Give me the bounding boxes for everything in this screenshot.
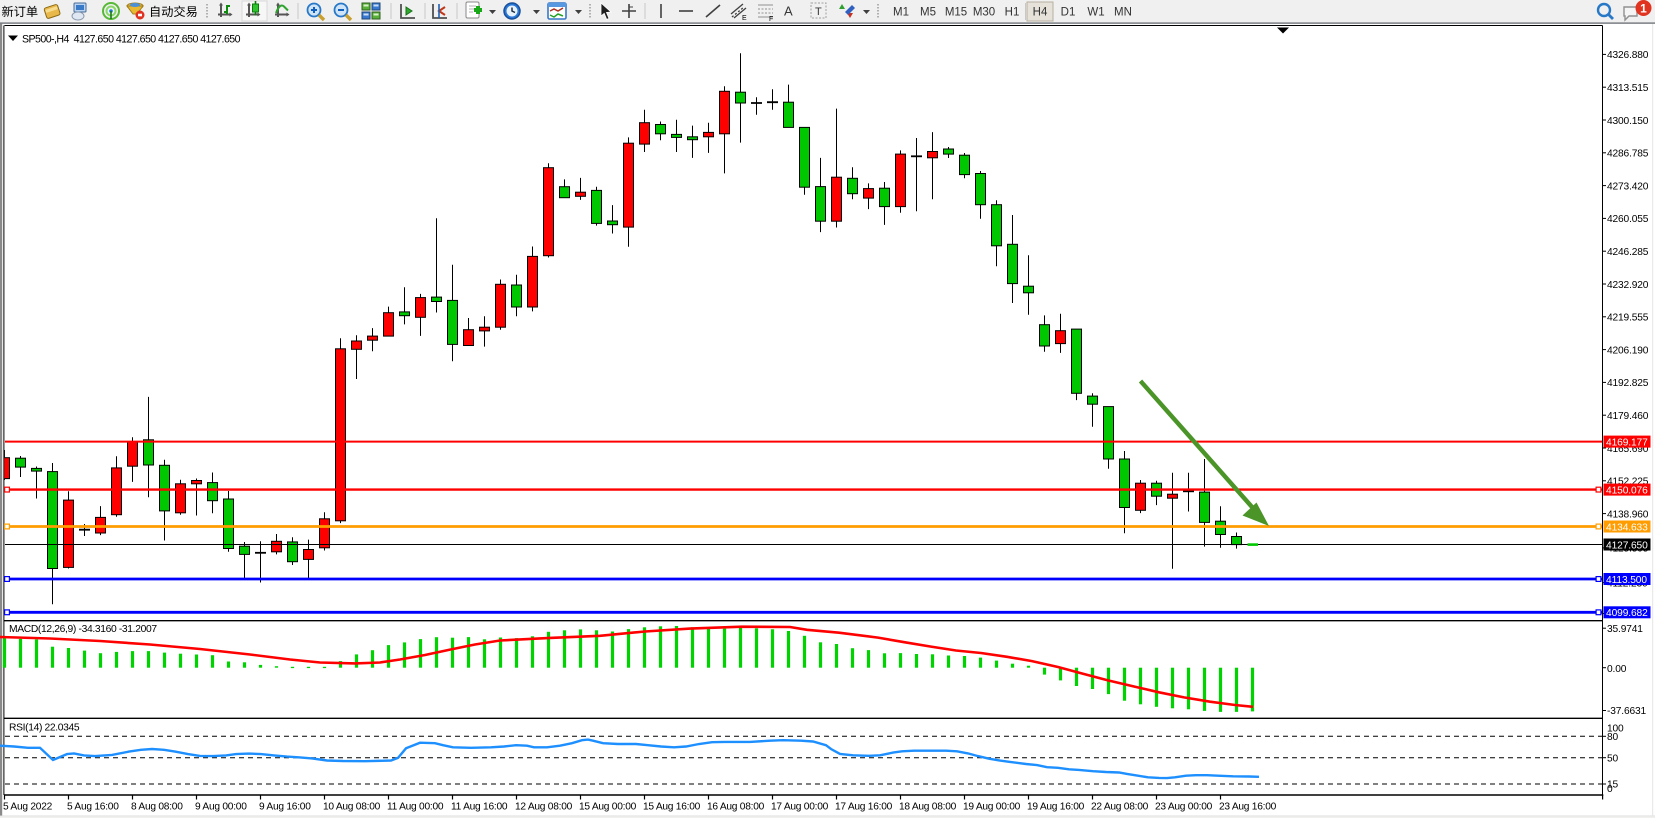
svg-text:4192.825: 4192.825: [1607, 378, 1649, 389]
svg-text:4150.076: 4150.076: [1606, 486, 1648, 497]
svg-text:4169.177: 4169.177: [1606, 438, 1648, 449]
svg-text:4326.880: 4326.880: [1607, 50, 1649, 61]
svg-text:M15: M15: [945, 7, 967, 19]
svg-text:8 Aug 08:00: 8 Aug 08:00: [131, 802, 183, 813]
svg-text:19 Aug 16:00: 19 Aug 16:00: [1027, 802, 1085, 813]
svg-text:11 Aug 00:00: 11 Aug 00:00: [387, 802, 444, 813]
svg-text:M5: M5: [920, 7, 936, 19]
svg-text:9 Aug 16:00: 9 Aug 16:00: [259, 802, 311, 813]
svg-text:19 Aug 00:00: 19 Aug 00:00: [963, 802, 1021, 813]
svg-text:W1: W1: [1087, 7, 1104, 19]
svg-text:4127.650: 4127.650: [1606, 540, 1648, 551]
svg-text:E: E: [742, 15, 747, 22]
svg-text:4099.682: 4099.682: [1606, 608, 1648, 619]
svg-text:50: 50: [1607, 753, 1619, 764]
svg-text:4273.420: 4273.420: [1607, 181, 1649, 192]
svg-text:-37.6631: -37.6631: [1607, 706, 1647, 717]
svg-text:4246.285: 4246.285: [1607, 247, 1649, 258]
svg-text:4260.055: 4260.055: [1607, 214, 1649, 225]
svg-text:4219.555: 4219.555: [1607, 313, 1649, 324]
svg-text:15: 15: [1607, 779, 1619, 790]
svg-text:23 Aug 00:00: 23 Aug 00:00: [1155, 802, 1213, 813]
svg-text:4179.460: 4179.460: [1607, 411, 1649, 422]
svg-text:1: 1: [1640, 2, 1647, 16]
svg-text:0: 0: [1607, 784, 1613, 795]
svg-text:4206.190: 4206.190: [1607, 345, 1649, 356]
svg-text:17 Aug 16:00: 17 Aug 16:00: [835, 802, 893, 813]
svg-text:4313.515: 4313.515: [1607, 83, 1649, 94]
svg-text:4286.785: 4286.785: [1607, 149, 1649, 160]
svg-text:F: F: [769, 16, 773, 23]
svg-text:4300.150: 4300.150: [1607, 116, 1649, 127]
svg-text:17 Aug 00:00: 17 Aug 00:00: [771, 802, 829, 813]
svg-text:T: T: [815, 6, 822, 18]
svg-text:11 Aug 16:00: 11 Aug 16:00: [451, 802, 508, 813]
svg-text:SP500-,H4 4127.650 4127.650 4: SP500-,H4 4127.650 4127.650 4127.650 412…: [22, 34, 241, 46]
svg-text:5 Aug 2022: 5 Aug 2022: [3, 802, 53, 813]
svg-text:15 Aug 16:00: 15 Aug 16:00: [643, 802, 701, 813]
svg-text:0.00: 0.00: [1607, 664, 1627, 675]
svg-text:18 Aug 08:00: 18 Aug 08:00: [899, 802, 957, 813]
svg-text:9 Aug 00:00: 9 Aug 00:00: [195, 802, 247, 813]
svg-text:35.9741: 35.9741: [1607, 624, 1643, 635]
svg-text:M1: M1: [893, 7, 909, 19]
svg-text:A: A: [784, 4, 793, 19]
svg-text:16 Aug 08:00: 16 Aug 08:00: [707, 802, 765, 813]
svg-text:4165.690: 4165.690: [1607, 444, 1649, 455]
svg-text:4138.960: 4138.960: [1607, 509, 1649, 520]
svg-text:4113.500: 4113.500: [1606, 575, 1647, 586]
svg-text:4152.225: 4152.225: [1607, 477, 1649, 488]
svg-text:15 Aug 00:00: 15 Aug 00:00: [579, 802, 637, 813]
svg-text:12 Aug 08:00: 12 Aug 08:00: [515, 802, 573, 813]
svg-text:23 Aug 16:00: 23 Aug 16:00: [1219, 802, 1277, 813]
svg-text:H4: H4: [1033, 7, 1048, 19]
svg-text:4134.633: 4134.633: [1606, 522, 1648, 533]
svg-text:H1: H1: [1005, 7, 1020, 19]
svg-text:4232.920: 4232.920: [1607, 280, 1649, 291]
svg-text:22 Aug 08:00: 22 Aug 08:00: [1091, 802, 1149, 813]
svg-text:M30: M30: [973, 7, 995, 19]
svg-text:D1: D1: [1061, 7, 1076, 19]
svg-text:5 Aug 16:00: 5 Aug 16:00: [67, 802, 119, 813]
svg-text:80: 80: [1607, 732, 1619, 743]
svg-text:RSI(14) 22.0345: RSI(14) 22.0345: [9, 722, 80, 733]
svg-text:MN: MN: [1114, 7, 1132, 19]
svg-text:100: 100: [1607, 723, 1624, 734]
svg-text:10 Aug 08:00: 10 Aug 08:00: [323, 802, 381, 813]
svg-text:MACD(12,26,9) -34.3160 -31.200: MACD(12,26,9) -34.3160 -31.2007: [9, 624, 157, 635]
